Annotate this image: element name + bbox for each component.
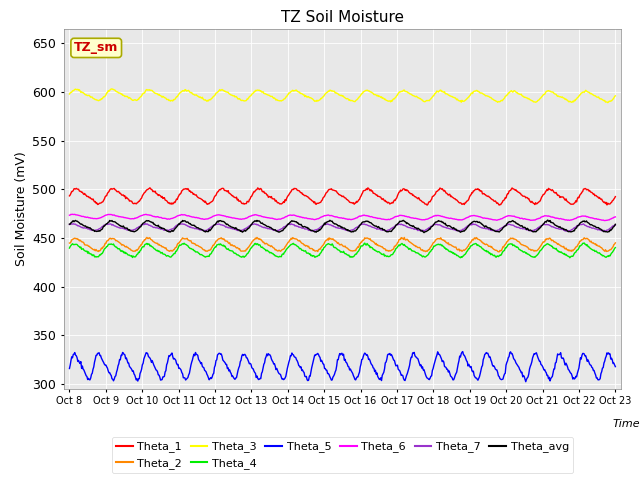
- Theta_1: [132, 201, 140, 206]
- Theta_3: [66, 91, 74, 97]
- Theta_5: [522, 379, 529, 384]
- Theta_avg: [409, 224, 417, 229]
- Theta_6: [410, 215, 417, 221]
- Theta_6: [76, 213, 84, 218]
- Theta_2: [611, 240, 619, 246]
- Theta_avg: [76, 220, 83, 226]
- Theta_7: [66, 222, 74, 228]
- Theta_7: [76, 223, 83, 229]
- Theta_3: [611, 93, 619, 99]
- Theta_6: [132, 215, 140, 221]
- X-axis label: Time: Time: [612, 420, 640, 430]
- Theta_2: [66, 240, 74, 246]
- Theta_2: [426, 247, 433, 252]
- Theta_2: [132, 248, 140, 254]
- Theta_5: [132, 374, 140, 380]
- Theta_1: [66, 193, 74, 199]
- Theta_4: [425, 252, 433, 257]
- Theta_1: [217, 187, 225, 192]
- Theta_2: [143, 235, 151, 240]
- Theta_2: [76, 238, 83, 244]
- Theta_6: [426, 216, 433, 221]
- Theta_7: [188, 225, 196, 230]
- Theta_5: [66, 366, 74, 372]
- Theta_7: [599, 228, 607, 234]
- Theta_avg: [216, 218, 223, 224]
- Theta_4: [132, 254, 140, 260]
- Line: Theta_4: Theta_4: [70, 243, 615, 258]
- Theta_3: [76, 87, 83, 93]
- Theta_5: [425, 376, 433, 382]
- Theta_4: [456, 255, 464, 261]
- Theta_3: [188, 90, 196, 96]
- Theta_avg: [187, 222, 195, 228]
- Theta_1: [410, 192, 417, 198]
- Theta_7: [217, 222, 225, 228]
- Theta_4: [611, 245, 619, 251]
- Theta_3: [217, 88, 225, 94]
- Theta_2: [217, 235, 225, 241]
- Theta_avg: [611, 221, 619, 227]
- Theta_3: [108, 86, 116, 92]
- Theta_6: [611, 214, 619, 220]
- Theta_4: [580, 240, 588, 246]
- Theta_6: [68, 211, 76, 217]
- Text: TZ_sm: TZ_sm: [74, 41, 118, 54]
- Theta_6: [66, 212, 74, 218]
- Theta_2: [495, 249, 503, 255]
- Theta_6: [188, 214, 196, 220]
- Theta_3: [410, 93, 417, 98]
- Theta_5: [76, 360, 83, 365]
- Theta_5: [216, 350, 223, 356]
- Theta_2: [188, 240, 196, 246]
- Theta_avg: [66, 221, 74, 227]
- Theta_avg: [420, 230, 428, 236]
- Theta_5: [409, 350, 417, 356]
- Theta_7: [132, 226, 140, 232]
- Theta_5: [611, 364, 619, 370]
- Theta_4: [187, 246, 195, 252]
- Theta_4: [76, 244, 83, 250]
- Legend: Theta_1, Theta_2, Theta_3, Theta_4, Theta_5, Theta_6, Theta_7, Theta_avg: Theta_1, Theta_2, Theta_3, Theta_4, Thet…: [111, 437, 573, 473]
- Line: Theta_1: Theta_1: [70, 188, 615, 205]
- Line: Theta_7: Theta_7: [70, 224, 615, 231]
- Theta_2: [410, 242, 417, 248]
- Theta_1: [188, 189, 196, 195]
- Theta_7: [410, 226, 417, 231]
- Theta_3: [604, 100, 612, 106]
- Line: Theta_2: Theta_2: [70, 238, 615, 252]
- Theta_3: [132, 97, 140, 103]
- Theta_5: [187, 362, 195, 368]
- Theta_avg: [426, 226, 433, 232]
- Line: Theta_6: Theta_6: [70, 214, 615, 221]
- Theta_4: [66, 245, 74, 251]
- Theta_4: [409, 248, 417, 254]
- Theta_1: [426, 199, 434, 204]
- Theta_1: [423, 202, 431, 208]
- Theta_avg: [544, 217, 552, 223]
- Theta_5: [459, 348, 467, 354]
- Theta_1: [76, 188, 83, 194]
- Y-axis label: Soil Moisture (mV): Soil Moisture (mV): [15, 151, 28, 266]
- Title: TZ Soil Moisture: TZ Soil Moisture: [281, 10, 404, 25]
- Theta_7: [426, 225, 433, 230]
- Line: Theta_5: Theta_5: [70, 351, 615, 382]
- Theta_1: [146, 185, 154, 191]
- Theta_1: [611, 194, 619, 200]
- Theta_7: [611, 222, 619, 228]
- Line: Theta_3: Theta_3: [70, 89, 615, 103]
- Theta_6: [601, 218, 609, 224]
- Theta_avg: [132, 228, 140, 234]
- Theta_3: [426, 98, 433, 104]
- Theta_7: [141, 221, 149, 227]
- Theta_4: [216, 242, 223, 248]
- Line: Theta_avg: Theta_avg: [70, 220, 615, 233]
- Theta_6: [217, 212, 225, 218]
